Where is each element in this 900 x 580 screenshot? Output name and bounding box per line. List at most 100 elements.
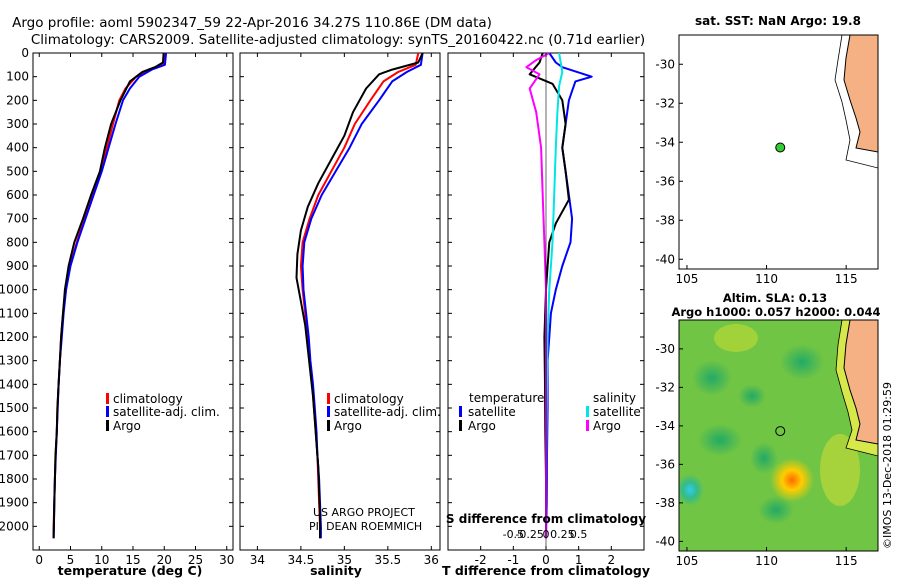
x-tick-label: 34 [250,553,265,567]
y-tick-label: 900 [6,259,29,273]
map-y-tick-label: -36 [655,174,675,188]
temperature-x-axis: 0 5 10 15 20 25 30 [35,53,234,567]
legend-label-argo: Argo [334,419,362,433]
x-tick-label: 5 [67,553,75,567]
y-tick-label: 0 [21,46,29,60]
map-x-tick-label: 115 [835,554,858,568]
sla-low-3 [698,424,742,456]
legend-label-s-satellite: satellite [593,405,641,419]
series-line-argo [52,53,165,539]
x-tick-label: 1 [575,553,583,567]
y-tick-label: 1000 [0,283,29,297]
y-tick-label: 600 [6,188,29,202]
title-line-2: Climatology: CARS2009. Satellite-adjuste… [31,32,645,48]
x-tick-label: 25 [188,553,203,567]
x-tick-label: 30 [219,553,234,567]
salinity-xlabel: salinity [310,563,362,578]
y-tick-label: 300 [6,117,29,131]
temperature-panel: 0100200300400500600700800900100011001200… [0,46,234,578]
x-tick-label: 0 [542,553,550,567]
salinity-axes-frame [239,52,441,551]
s-tick-label: -0.25 [515,528,543,541]
map-y-tick-label: -38 [655,496,675,510]
x-tick-label: 20 [157,553,172,567]
legend-label-satellite: satellite-adj. clim. [334,405,441,419]
map-y-tick-label: -36 [655,457,675,471]
footer-project: US ARGO PROJECT [313,506,415,519]
y-tick-label: 1800 [0,472,29,486]
title-line-1: Argo profile: aoml 5902347_59 22-Apr-201… [12,15,492,31]
map-y-tick-label: -32 [655,96,675,110]
map-x-tick-label: 110 [755,272,778,286]
series-line-t-satellite [545,53,593,539]
float-location-marker [775,142,786,153]
sst-map-frame [678,34,879,270]
y-tick-label: 2000 [0,519,29,533]
s-tick-label: 0.5 [570,528,588,541]
sla-map-float [775,426,786,437]
sst-map-float [775,142,786,153]
y-tick-label: 700 [6,212,29,226]
temperature-series [52,53,168,539]
sla-map-land [843,320,878,445]
difference-series [525,53,593,550]
float-location-marker [775,426,786,437]
sst-map-axes: 105 110 115 -30 -32 -34 -36 -38 -40 [655,57,857,286]
map-y-tick-label: -34 [655,135,675,149]
sla-map-axes: 105 110 115 -30 -32 -34 -36 -38 -40 [655,342,857,568]
x-tick-label: 0 [35,553,43,567]
legend-label-argo: Argo [113,419,141,433]
legend-swatch-s-argo [586,420,589,431]
difference-legend: temperature satellite Argo salinity sate… [459,391,641,433]
y-tick-label: 1900 [0,496,29,510]
x-tick-label: 15 [125,553,140,567]
y-tick-label: 200 [6,93,29,107]
sla-low-4 [750,442,778,474]
series-line-climatology [52,53,166,539]
y-tick-label: 1300 [0,354,29,368]
s-difference-label: S difference from climatology [446,512,646,526]
x-tick-label: -1 [507,553,519,567]
difference-depth-ticks [448,52,644,527]
map-y-tick-label: -38 [655,213,675,227]
map-y-tick-label: -34 [655,419,675,433]
map-x-tick-label: 105 [676,272,699,286]
legend-label-s-argo: Argo [593,419,621,433]
y-tick-label: 1700 [0,448,29,462]
map-x-tick-label: 115 [835,272,858,286]
legend-swatch-satellite [327,406,330,417]
map-y-tick-label: -30 [655,57,675,71]
map-x-tick-label: 105 [676,554,699,568]
salinity-x-axis: 34 34.5 35 35.5 36 [250,53,439,567]
legend-title-temperature: temperature [469,391,544,405]
x-tick-label: -2 [475,553,487,567]
map-y-tick-label: -32 [655,380,675,394]
salinity-panel: 34 34.5 35 35.5 36 salinity climatology sate… [239,52,441,578]
y-tick-label: 1200 [0,330,29,344]
legend-label-t-argo: Argo [468,419,496,433]
sla-low-1 [692,360,732,396]
sla-high-2 [714,324,758,352]
imos-credit: ©IMOS 13-Dec-2018 01:29:59 [881,382,894,549]
sst-map-land [843,35,878,153]
legend-swatch-s-satellite [586,406,589,417]
map-x-tick-label: 110 [755,554,778,568]
sla-high-3 [820,434,860,506]
legend-label-satellite: satellite-adj. clim. [113,405,220,419]
temperature-xlabel: temperature (deg C) [58,563,203,578]
y-tick-label: 500 [6,164,29,178]
x-tick-label: 35.5 [374,553,401,567]
legend-swatch-t-argo [459,420,462,431]
legend-swatch-climatology [327,393,330,404]
sla-high-1 [770,458,814,502]
s-tick-label: -0.5 [503,528,524,541]
x-tick-label: 10 [94,553,109,567]
legend-title-salinity: salinity [593,391,636,405]
legend-swatch-climatology [106,393,109,404]
y-tick-label: 1600 [0,425,29,439]
s-tick-label: 0.25 [550,528,575,541]
temperature-legend: climatology satellite-adj. clim. Argo [106,392,220,433]
footer-pi: PI: DEAN ROEMMICH [309,520,422,533]
legend-label-t-satellite: satellite [468,405,516,419]
map-y-tick-label: -40 [655,534,675,548]
